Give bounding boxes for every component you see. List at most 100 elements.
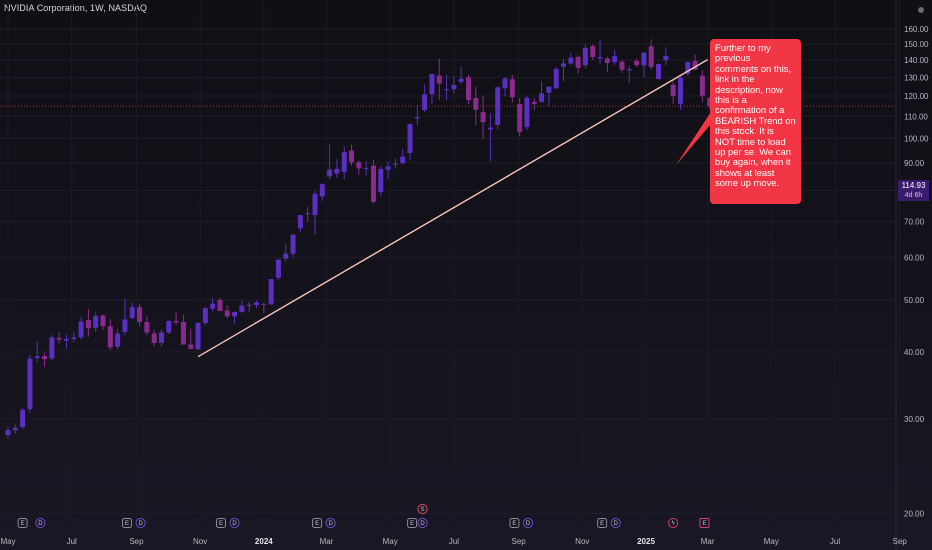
x-tick-label: Nov (193, 537, 207, 546)
support-trendline (197, 59, 708, 358)
candle-body (604, 58, 610, 63)
x-tick-label: Mar (701, 537, 715, 546)
candle-body (254, 302, 260, 306)
bar-countdown: 4d 6h (904, 192, 923, 199)
event-marker-label: D (138, 521, 143, 527)
candle-body (356, 162, 362, 169)
candle-body (349, 150, 355, 163)
event-marker-label: E (512, 521, 516, 527)
x-tick-label: May (0, 537, 15, 546)
y-tick-label: 70.00 (904, 218, 925, 227)
candle-body (71, 337, 77, 339)
candle-body (648, 46, 654, 68)
y-tick-label: 60.00 (904, 254, 925, 263)
candle-body (400, 156, 406, 164)
candle-body (129, 307, 135, 318)
event-marker-label: E (125, 521, 129, 527)
dividend-marker (417, 517, 428, 529)
candle-body (385, 166, 391, 170)
candle-body (699, 75, 705, 96)
candle-body (677, 77, 683, 104)
event-marker-label: E (410, 521, 414, 527)
y-tick-label: 90.00 (904, 159, 925, 168)
earnings-marker (122, 518, 133, 528)
candle-body (144, 321, 150, 333)
candle-body (261, 303, 267, 305)
x-tick-label: 2024 (255, 537, 273, 546)
y-tick-label: 50.00 (904, 296, 925, 305)
candle-body (414, 117, 420, 119)
event-marker-label: D (232, 521, 237, 527)
y-tick-label: 30.00 (904, 415, 925, 424)
candle-body (173, 320, 179, 323)
x-axis: May Jul Sep Nov 2024 Mar May Jul Sep Nov 2025 Mar Ma… (0, 537, 907, 546)
event-marker-label: E (219, 521, 223, 527)
event-marker-label: D (38, 521, 43, 527)
x-tick-label: Jul (67, 537, 77, 546)
event-marker-label: D (328, 521, 333, 527)
candle-body (224, 310, 230, 317)
y-tick-label: 110.00 (904, 112, 928, 121)
x-tick-label: May (764, 537, 779, 546)
last-price-tag: 114.93 4d 6h (898, 180, 929, 201)
y-tick-label: 20.00 (904, 510, 925, 519)
candle-body (473, 97, 479, 110)
candle-body (480, 112, 486, 123)
candle-body (275, 259, 281, 278)
candle-body (370, 165, 376, 202)
candle-body (590, 46, 596, 57)
candle-body (246, 304, 252, 306)
settings-dot-icon[interactable] (918, 7, 924, 13)
candle-body (56, 337, 62, 340)
candle-body (612, 56, 618, 63)
candle-body (378, 169, 384, 192)
candle-body (85, 319, 91, 329)
earnings-marker (407, 518, 418, 528)
candle-body (641, 52, 647, 66)
candle-body (392, 163, 398, 165)
candle-body (626, 69, 632, 71)
event-marker-label: E (600, 521, 604, 527)
candle-body (619, 61, 625, 70)
candle-body (5, 430, 11, 436)
x-tick-label: Sep (893, 537, 908, 546)
event-marker-label: E (21, 521, 25, 527)
candle-body (180, 321, 186, 345)
dividend-marker (229, 517, 240, 529)
candle-body (327, 169, 333, 177)
candle-body (509, 79, 515, 98)
candle-body (93, 315, 99, 328)
x-tick-label: Jul (449, 537, 459, 546)
annotation-callout[interactable]: Further to my previous comments on this,… (710, 39, 801, 204)
split-marker (417, 503, 428, 515)
candle-body (546, 86, 552, 93)
candle-body (268, 279, 274, 305)
candle-body (363, 168, 369, 170)
candle-body (436, 75, 442, 84)
candle-body (290, 234, 296, 254)
x-tick-label: Jul (830, 537, 840, 546)
earnings-marker (17, 518, 28, 528)
candle-body (707, 97, 713, 107)
event-marker-label: D (420, 521, 425, 527)
candle-body (283, 253, 289, 259)
y-tick-label: 140.00 (904, 56, 929, 65)
symbol-header[interactable]: NVIDIA Corporation, 1W, NASDAQ (4, 3, 148, 13)
x-tick-label: 2025 (637, 537, 655, 546)
candle-body (27, 358, 33, 410)
candle-body (137, 307, 143, 322)
y-tick-label: 120.00 (904, 92, 929, 101)
candle-body (487, 127, 493, 130)
candle-body (78, 321, 84, 338)
candle-body (341, 152, 347, 172)
candle-body (634, 60, 640, 66)
event-marker-label: S (421, 507, 425, 513)
candle-body (407, 123, 413, 153)
x-tick-label: Nov (575, 537, 589, 546)
candle-body (210, 303, 216, 309)
earnings-marker (597, 518, 608, 528)
candle-body (63, 338, 69, 341)
candle-body (582, 47, 588, 66)
